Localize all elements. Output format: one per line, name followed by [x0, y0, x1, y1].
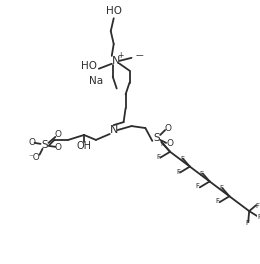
Text: F: F — [176, 168, 180, 175]
Text: F: F — [255, 203, 259, 209]
Text: N: N — [109, 125, 118, 135]
Text: —: — — [135, 51, 143, 60]
Text: F: F — [245, 220, 249, 226]
Text: S: S — [153, 133, 160, 143]
Text: HO: HO — [106, 6, 122, 16]
Text: F: F — [180, 156, 184, 162]
Text: F: F — [257, 214, 260, 220]
Text: F: F — [160, 141, 164, 147]
Text: N: N — [112, 56, 120, 66]
Text: ⁻O: ⁻O — [29, 153, 41, 162]
Text: F: F — [196, 183, 200, 189]
Text: O: O — [165, 124, 172, 133]
Text: O: O — [55, 143, 62, 152]
Text: O: O — [55, 130, 62, 139]
Text: HO: HO — [81, 61, 97, 71]
Text: S: S — [41, 140, 48, 150]
Text: F: F — [156, 154, 160, 160]
Text: +: + — [118, 51, 124, 60]
Text: F: F — [219, 185, 224, 191]
Text: Na: Na — [89, 76, 103, 86]
Text: F: F — [216, 198, 219, 204]
Text: OH: OH — [76, 141, 92, 151]
Text: O: O — [28, 138, 35, 147]
Text: F: F — [200, 171, 204, 177]
Text: O: O — [167, 139, 174, 148]
